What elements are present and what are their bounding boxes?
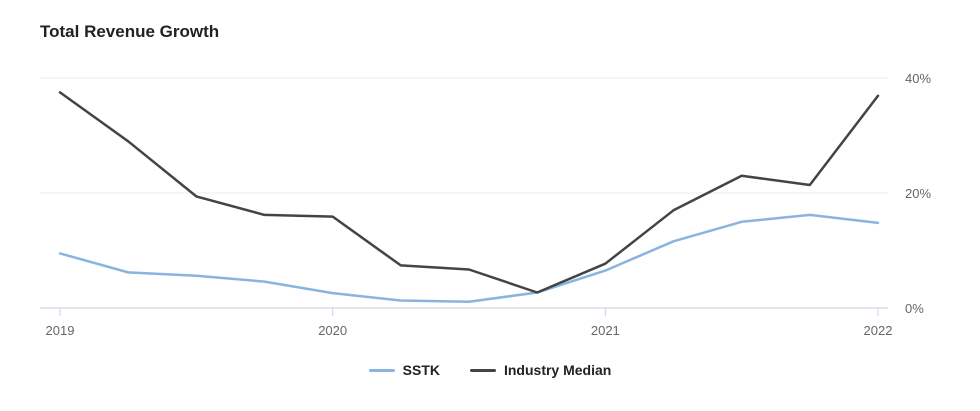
x-tick-label: 2020 — [318, 323, 347, 338]
x-axis: 2019 2020 2021 2022 — [40, 307, 893, 338]
gridlines — [40, 77, 888, 194]
x-tick-label: 2021 — [591, 323, 620, 338]
legend-label-sstk: SSTK — [402, 362, 440, 378]
x-tick-label: 2022 — [864, 323, 893, 338]
y-tick-label: 40% — [905, 71, 931, 86]
y-axis-labels: 0% 20% 40% — [905, 71, 931, 316]
legend-item-industry-median[interactable]: Industry Median — [469, 362, 612, 378]
y-tick-label: 20% — [905, 186, 931, 201]
legend-swatch-sstk — [368, 368, 395, 372]
legend-label-industry-median: Industry Median — [503, 362, 612, 378]
legend: SSTK Industry Median — [0, 362, 980, 378]
series-line-industry-median[interactable] — [58, 91, 880, 294]
legend-swatch-industry-median — [469, 368, 496, 372]
series-lines — [58, 91, 880, 303]
legend-item-sstk[interactable]: SSTK — [368, 362, 440, 378]
series-line-sstk[interactable] — [58, 213, 880, 303]
y-tick-label: 0% — [905, 301, 924, 316]
x-tick-label: 2019 — [46, 323, 75, 338]
chart-title: Total Revenue Growth — [40, 22, 220, 41]
